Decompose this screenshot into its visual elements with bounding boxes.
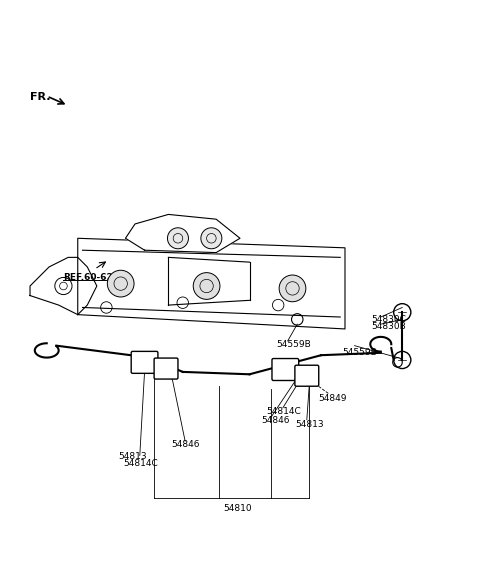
Text: 54846: 54846	[171, 440, 199, 449]
Polygon shape	[30, 257, 97, 315]
Text: 54814C: 54814C	[123, 459, 158, 468]
Polygon shape	[78, 239, 345, 329]
Text: 54814C: 54814C	[266, 407, 301, 415]
FancyBboxPatch shape	[131, 351, 158, 374]
Text: 54813: 54813	[295, 420, 324, 429]
Circle shape	[193, 273, 220, 299]
Text: 54810: 54810	[223, 504, 252, 513]
Text: 54830C: 54830C	[371, 315, 406, 324]
Text: REF.60-624: REF.60-624	[63, 273, 120, 282]
Circle shape	[201, 228, 222, 249]
Text: 54846: 54846	[262, 416, 290, 425]
FancyBboxPatch shape	[295, 365, 319, 386]
Text: 54559B: 54559B	[276, 340, 311, 349]
FancyBboxPatch shape	[272, 359, 299, 380]
Text: 54830B: 54830B	[371, 322, 406, 331]
Text: 54849: 54849	[319, 394, 347, 403]
Circle shape	[108, 270, 134, 297]
Text: FR.: FR.	[30, 93, 50, 102]
Text: 54813: 54813	[118, 452, 147, 461]
Polygon shape	[125, 214, 240, 253]
Text: 54559B: 54559B	[343, 348, 377, 358]
Circle shape	[279, 275, 306, 302]
Circle shape	[168, 228, 189, 249]
FancyBboxPatch shape	[154, 358, 178, 379]
